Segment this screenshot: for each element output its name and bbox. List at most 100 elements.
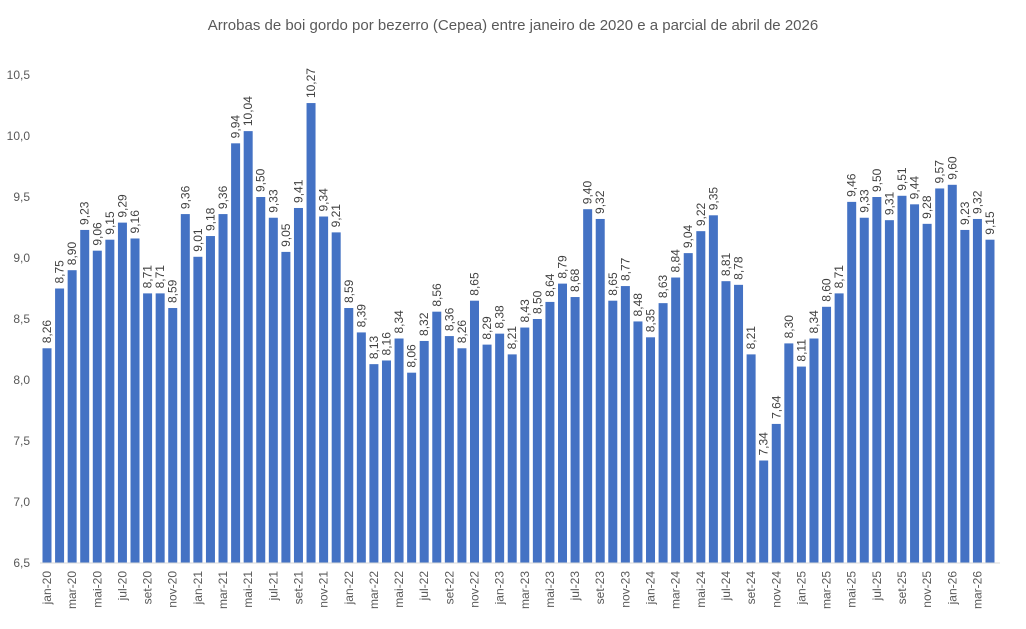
x-tick-label: jul-20 [115, 571, 129, 602]
y-axis: 6,5 7,0 7,5 8,0 8,5 9,0 9,5 10,0 10,5 [7, 68, 31, 570]
bar-out-22 [457, 348, 467, 563]
bar-fev-21 [205, 236, 215, 564]
bar-nov-25 [922, 223, 932, 563]
data-label: 8,79 [556, 255, 570, 279]
bar-ago-24 [734, 284, 744, 563]
bar-jun-25 [859, 217, 869, 564]
x-tick-label: set-20 [141, 571, 155, 605]
bar-set-24 [746, 354, 756, 563]
x-tick-label: nov-25 [920, 571, 934, 608]
data-label: 9,41 [291, 179, 305, 203]
bar-fev-24 [658, 303, 668, 563]
x-tick-label: mar-25 [820, 571, 834, 609]
data-label: 9,94 [229, 115, 243, 139]
data-label: 9,01 [191, 228, 205, 252]
data-label: 8,59 [342, 279, 356, 303]
bar-jul-21 [268, 217, 278, 564]
bar-dez-24 [784, 343, 794, 563]
bar-abr-23 [532, 319, 542, 563]
x-tick-label: set-25 [895, 571, 909, 605]
data-label: 9,21 [329, 204, 343, 228]
data-label: 8,48 [631, 293, 645, 317]
y-tick-label: 7,5 [13, 434, 30, 448]
data-label: 8,29 [480, 316, 494, 340]
data-label: 8,13 [367, 335, 381, 359]
bar-nov-21 [319, 216, 329, 563]
x-tick-label: set-21 [291, 571, 305, 605]
bar-dez-23 [633, 321, 643, 563]
bar-jan-26 [947, 184, 957, 564]
data-label: 8,34 [392, 310, 406, 334]
data-label: 9,18 [203, 207, 217, 231]
x-tick-label: set-22 [442, 571, 456, 605]
data-label: 9,51 [895, 167, 909, 191]
x-tick-label: nov-20 [166, 571, 180, 608]
data-label: 8,65 [606, 272, 620, 296]
data-label: 8,34 [807, 310, 821, 334]
bar-set-22 [444, 336, 454, 563]
bar-fev-22 [356, 332, 366, 563]
data-label: 10,04 [241, 96, 255, 126]
bar-mar-23 [520, 327, 530, 563]
bar-mai-22 [394, 338, 404, 563]
data-label: 8,26 [455, 320, 469, 344]
bar-mai-21 [243, 131, 253, 563]
x-tick-label: nov-22 [467, 571, 481, 608]
data-label: 9,60 [945, 156, 959, 180]
bar-jul-25 [872, 197, 882, 563]
bar-abr-25 [834, 293, 844, 563]
x-tick-label: jul-24 [719, 571, 733, 602]
x-tick-label: nov-21 [317, 571, 331, 608]
data-label: 9,46 [845, 173, 859, 197]
data-label: 8,84 [669, 249, 683, 273]
data-label: 9,40 [581, 181, 595, 205]
bar-mar-22 [369, 364, 379, 563]
bar-out-21 [306, 103, 316, 563]
data-label: 9,31 [882, 191, 896, 215]
bar-jan-22 [344, 308, 354, 563]
bars [42, 103, 995, 564]
bar-nov-22 [469, 300, 479, 563]
data-label: 9,15 [103, 211, 117, 235]
bar-dez-22 [482, 344, 492, 563]
bar-ago-23 [583, 209, 593, 563]
x-tick-label: mar-21 [216, 571, 230, 609]
bar-jul-20 [117, 222, 127, 563]
bar-mar-26 [972, 218, 982, 563]
bar-set-25 [897, 195, 907, 563]
data-label: 9,16 [128, 210, 142, 234]
data-label: 9,23 [958, 201, 972, 225]
bar-ago-20 [130, 238, 140, 564]
bar-jan-24 [646, 337, 656, 563]
bar-jan-20 [42, 348, 52, 563]
bar-abr-26 [985, 239, 995, 563]
data-label: 9,32 [970, 190, 984, 214]
x-tick-label: jul-25 [870, 571, 884, 602]
bar-nov-23 [620, 286, 630, 563]
data-label: 10,27 [304, 68, 318, 98]
bar-dez-25 [935, 188, 945, 563]
bar-ago-21 [281, 251, 291, 563]
bar-abr-24 [683, 253, 693, 563]
bar-fev-23 [507, 354, 517, 563]
x-tick-label: mai-24 [694, 571, 708, 608]
bar-nov-20 [168, 308, 178, 563]
bar-set-23 [595, 218, 605, 563]
data-label: 8,21 [744, 326, 758, 350]
data-label: 8,16 [379, 332, 393, 356]
data-label: 9,34 [317, 188, 331, 212]
bar-mai-25 [847, 201, 857, 563]
data-label: 9,28 [920, 195, 934, 219]
bar-set-21 [293, 207, 303, 564]
x-tick-label: jan-22 [342, 571, 356, 606]
bar-mar-25 [822, 306, 832, 563]
bar-jun-20 [105, 239, 115, 563]
bar-abr-22 [381, 360, 391, 563]
data-label: 8,06 [405, 344, 419, 368]
data-label: 9,36 [178, 185, 192, 209]
data-label: 8,71 [141, 265, 155, 289]
data-label: 9,05 [279, 223, 293, 247]
data-label: 8,50 [530, 290, 544, 314]
x-tick-label: jan-26 [945, 571, 959, 606]
